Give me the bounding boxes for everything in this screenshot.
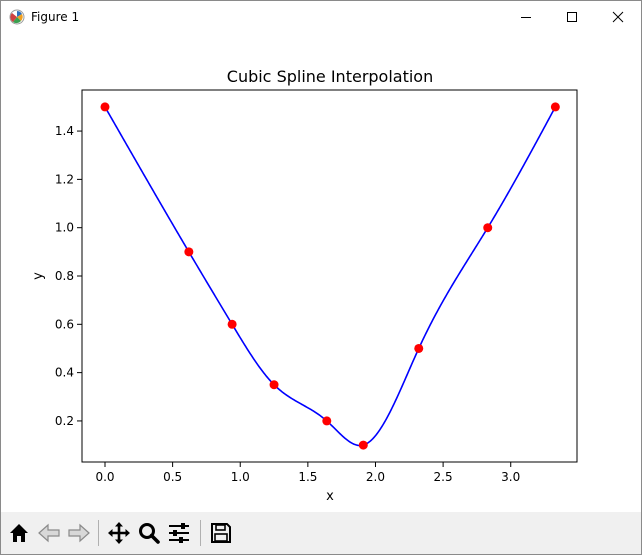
y-tick-label: 1.0 bbox=[55, 221, 74, 235]
data-point bbox=[414, 343, 424, 353]
close-button[interactable] bbox=[595, 1, 641, 33]
figure-canvas[interactable]: Cubic Spline Interpolation 0.0 0.5 1.0 1.5 2… bbox=[1, 33, 641, 512]
data-point bbox=[100, 102, 110, 112]
toolbar-separator bbox=[98, 520, 99, 546]
data-point bbox=[322, 416, 332, 426]
pan-button[interactable] bbox=[104, 518, 134, 548]
x-tick-label: 0.5 bbox=[163, 470, 182, 484]
x-tick-label: 1.0 bbox=[231, 470, 250, 484]
y-tick-label: 0.8 bbox=[55, 269, 74, 283]
zoom-button[interactable] bbox=[134, 518, 164, 548]
x-tick-label: 1.5 bbox=[298, 470, 317, 484]
series-layer bbox=[100, 102, 560, 450]
data-point bbox=[358, 440, 368, 450]
window-title: Figure 1 bbox=[31, 10, 80, 24]
y-tick-label: 1.2 bbox=[55, 172, 74, 186]
minimize-button[interactable] bbox=[503, 1, 549, 33]
x-tick-label: 2.5 bbox=[434, 470, 453, 484]
data-point bbox=[550, 102, 560, 112]
navigation-toolbar bbox=[1, 512, 641, 554]
data-point bbox=[184, 247, 194, 257]
save-button[interactable] bbox=[206, 518, 236, 548]
home-button[interactable] bbox=[4, 518, 34, 548]
spline-plot: Cubic Spline Interpolation 0.0 0.5 1.0 1.5 2… bbox=[31, 67, 578, 504]
spline-curve bbox=[104, 106, 557, 447]
maximize-button[interactable] bbox=[549, 1, 595, 33]
subplots-button[interactable] bbox=[164, 518, 194, 548]
x-axis: 0.0 0.5 1.0 1.5 2.0 2.5 3.0 bbox=[95, 462, 520, 484]
x-axis-label: x bbox=[326, 489, 334, 504]
y-axis: 0.2 0.4 0.6 0.8 1.0 1.2 1.4 bbox=[55, 124, 82, 428]
x-tick-label: 0.0 bbox=[95, 470, 114, 484]
title-bar[interactable]: Figure 1 bbox=[1, 1, 641, 33]
y-tick-label: 0.4 bbox=[55, 366, 74, 380]
x-tick-label: 3.0 bbox=[501, 470, 520, 484]
data-point bbox=[227, 319, 237, 329]
forward-button[interactable] bbox=[64, 518, 94, 548]
y-tick-label: 0.6 bbox=[55, 317, 74, 331]
y-axis-label: y bbox=[31, 272, 46, 280]
y-tick-label: 1.4 bbox=[55, 124, 74, 138]
chart-title: Cubic Spline Interpolation bbox=[227, 67, 433, 86]
back-button[interactable] bbox=[34, 518, 64, 548]
plot-axes bbox=[81, 89, 578, 463]
data-point bbox=[483, 223, 493, 233]
y-tick-label: 0.2 bbox=[55, 414, 74, 428]
x-tick-label: 2.0 bbox=[366, 470, 385, 484]
matplotlib-figure-icon bbox=[9, 9, 25, 25]
toolbar-separator bbox=[200, 520, 201, 546]
data-point bbox=[269, 380, 279, 390]
